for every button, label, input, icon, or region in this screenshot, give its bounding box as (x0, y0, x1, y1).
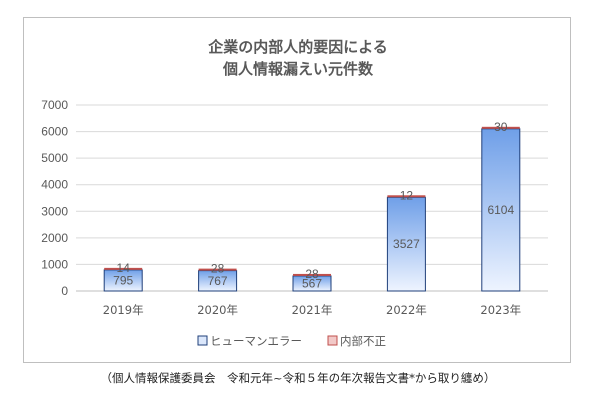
bar-human-error (103, 269, 143, 292)
legend-label: 内部不正 (340, 334, 386, 348)
chart-title-line-2: 個人情報漏えい元件数 (222, 60, 374, 78)
bar-internal-fraud (104, 267, 143, 270)
bars (103, 126, 521, 292)
chart-frame: 企業の内部人的要因による 個人情報漏えい元件数 0 1000 2000 3000 400… (23, 17, 571, 363)
data-label-human-error: 795 (113, 273, 133, 287)
x-tick-label: 2019年 (103, 303, 144, 317)
data-label-human-error: 3527 (393, 237, 420, 251)
bar-internal-fraud (293, 273, 331, 276)
x-tick-label: 2020年 (197, 303, 238, 317)
y-tick-label: 0 (61, 284, 68, 298)
data-label-internal-fraud: 28 (305, 267, 319, 281)
data-label-human-error: 6104 (487, 203, 514, 217)
chart-title-line-1: 企業の内部人的要因による (207, 38, 388, 56)
bar-internal-fraud (387, 195, 426, 198)
chart-svg: 企業の内部人的要因による 個人情報漏えい元件数 0 1000 2000 3000 400… (41, 38, 548, 348)
x-tick-label: 2022年 (386, 303, 427, 317)
data-label-internal-fraud: 14 (117, 261, 131, 275)
y-tick-label: 7000 (41, 98, 68, 112)
y-tick-label: 5000 (41, 151, 68, 165)
y-tick-label: 1000 (41, 257, 68, 271)
legend-swatch (327, 335, 338, 346)
bar-internal-fraud (198, 268, 237, 271)
bar-internal-fraud (481, 126, 520, 129)
x-tick-label: 2023年 (480, 303, 521, 317)
data-label-internal-fraud: 30 (494, 120, 508, 134)
data-label-internal-fraud: 28 (211, 262, 225, 276)
grid-lines (76, 104, 548, 292)
y-tick-label: 3000 (41, 204, 68, 218)
x-axis-ticks: 2019年 2020年 2021年 2022年 2023年 (103, 303, 521, 317)
y-tick-label: 4000 (41, 178, 68, 192)
data-label-human-error: 767 (208, 274, 228, 288)
legend: ヒューマンエラー 内部不正 (197, 334, 386, 348)
data-label-human-error: 567 (302, 276, 322, 290)
x-tick-label: 2021年 (292, 303, 333, 317)
y-tick-label: 2000 (41, 231, 68, 245)
source-note: （個人情報保護委員会 令和元年~令和５年の年次報告文書*から取り纏め） (100, 371, 496, 385)
data-label-internal-fraud: 12 (400, 188, 414, 202)
y-axis-ticks: 0 1000 2000 3000 4000 5000 6000 7000 (41, 98, 68, 298)
y-tick-label: 6000 (41, 125, 68, 139)
bar-human-error (481, 128, 521, 292)
legend-swatch (197, 335, 208, 346)
legend-label: ヒューマンエラー (210, 334, 302, 348)
